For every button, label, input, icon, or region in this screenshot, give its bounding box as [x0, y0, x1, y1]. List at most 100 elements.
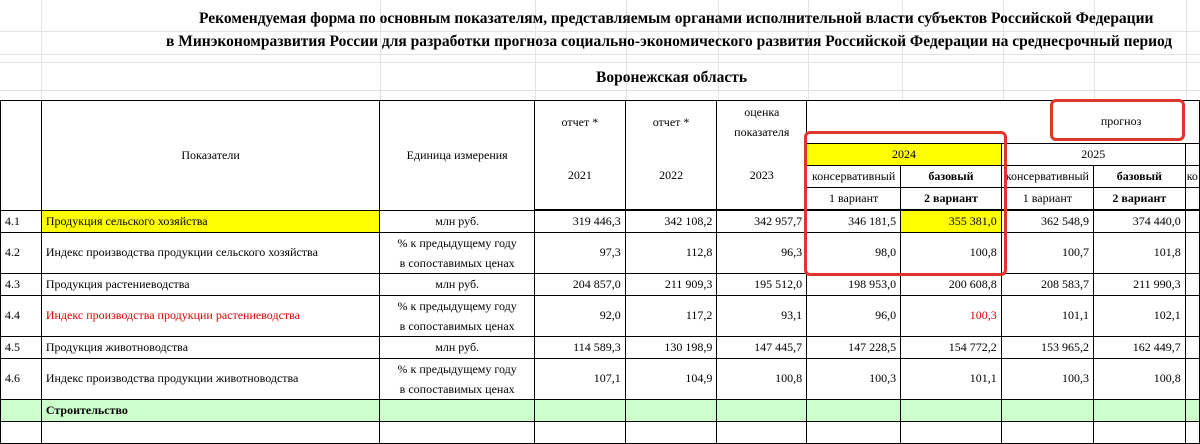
cell-2025-base[interactable]: 162 449,7: [1092, 335, 1186, 359]
row-indicator-name[interactable]: Индекс производства продукции растениево…: [40, 294, 381, 337]
header-base-2025[interactable]: базовый: [1092, 164, 1186, 188]
blank-cell[interactable]: [1184, 420, 1200, 444]
cell-2025-base[interactable]: 101,8: [1092, 231, 1186, 274]
header-report-2022[interactable]: отчет *: [624, 100, 718, 143]
cell-2025-conservative[interactable]: 362 548,9: [1000, 209, 1094, 233]
blank-cell[interactable]: [1092, 420, 1186, 444]
cell-2021[interactable]: 107,1: [534, 357, 626, 400]
header-variant2-2025[interactable]: 2 вариант: [1092, 186, 1186, 210]
section-num-cell[interactable]: [0, 398, 42, 422]
section-cell[interactable]: [806, 398, 902, 422]
blank-cell[interactable]: [806, 420, 902, 444]
cell-2022[interactable]: 104,9: [624, 357, 718, 400]
cell-2024-base[interactable]: 100,8: [900, 231, 1002, 274]
cell-2023[interactable]: 100,8: [716, 357, 808, 400]
row-unit[interactable]: млн руб.: [379, 272, 536, 296]
header-report-2021[interactable]: отчет *: [534, 100, 626, 143]
header-variant2-2024[interactable]: 2 вариант: [900, 186, 1002, 210]
section-title[interactable]: Строительство: [40, 398, 381, 422]
cell-2025-base[interactable]: 374 440,0: [1092, 209, 1186, 233]
section-cell[interactable]: [624, 398, 718, 422]
header-conservative-2025[interactable]: консервативный: [1000, 164, 1094, 188]
cell-2025-conservative[interactable]: 208 583,7: [1000, 272, 1094, 296]
cell-2022[interactable]: 342 108,2: [624, 209, 718, 233]
section-cell[interactable]: [716, 398, 808, 422]
section-cell[interactable]: [1092, 398, 1186, 422]
section-cell[interactable]: [1184, 398, 1200, 422]
cell-2023[interactable]: 195 512,0: [716, 272, 808, 296]
cell-2024-base[interactable]: 101,1: [900, 357, 1002, 400]
row-unit[interactable]: % к предыдущему году в сопоставимых ценах: [379, 294, 536, 337]
header-year-2021[interactable]: 2021: [534, 143, 626, 210]
cell-2021[interactable]: 204 857,0: [534, 272, 626, 296]
header-variant1-2024[interactable]: 1 вариант: [806, 186, 902, 210]
cell-2022[interactable]: 117,2: [624, 294, 718, 337]
row-indicator-name[interactable]: Продукция животноводства: [40, 335, 381, 359]
row-unit[interactable]: % к предыдущему году в сопоставимых ценах: [379, 231, 536, 274]
cell-2024-conservative[interactable]: 100,3: [806, 357, 902, 400]
cell-2023[interactable]: 147 445,7: [716, 335, 808, 359]
cell-2023[interactable]: 93,1: [716, 294, 808, 337]
blank-cell[interactable]: [900, 420, 1002, 444]
blank-cell[interactable]: [624, 420, 718, 444]
cell-2025-conservative[interactable]: 153 965,2: [1000, 335, 1094, 359]
cell-2024-base[interactable]: 200 608,8: [900, 272, 1002, 296]
cell-2024-conservative[interactable]: 98,0: [806, 231, 902, 274]
header-variant1-2025[interactable]: 1 вариант: [1000, 186, 1094, 210]
header-unit[interactable]: Единица измерения: [379, 100, 536, 211]
row-unit[interactable]: % к предыдущему году в сопоставимых ценах: [379, 357, 536, 400]
blank-cell[interactable]: [534, 420, 626, 444]
cell-2025-conservative[interactable]: 100,3: [1000, 357, 1094, 400]
row-number[interactable]: 4.3: [0, 272, 42, 296]
header-forecast[interactable]: прогноз: [806, 100, 1200, 144]
cell-2024-conservative[interactable]: 346 181,5: [806, 209, 902, 233]
header-indicators[interactable]: Показатели: [40, 100, 381, 211]
blank-cell[interactable]: [0, 420, 42, 444]
cell-2021[interactable]: 114 589,3: [534, 335, 626, 359]
row-number[interactable]: 4.2: [0, 231, 42, 274]
blank-cell[interactable]: [716, 420, 808, 444]
cell-2024-conservative[interactable]: 96,0: [806, 294, 902, 337]
cell-2022[interactable]: 211 909,3: [624, 272, 718, 296]
cell-2023[interactable]: 342 957,7: [716, 209, 808, 233]
cell-2025-conservative[interactable]: 100,7: [1000, 231, 1094, 274]
row-unit[interactable]: млн руб.: [379, 209, 536, 233]
section-cell[interactable]: [1000, 398, 1094, 422]
cell-2025-conservative[interactable]: 101,1: [1000, 294, 1094, 337]
row-number[interactable]: 4.5: [0, 335, 42, 359]
cell-2024-conservative[interactable]: 147 228,5: [806, 335, 902, 359]
cell-2023[interactable]: 96,3: [716, 231, 808, 274]
cell-2021[interactable]: 97,3: [534, 231, 626, 274]
cell-2021[interactable]: 319 446,3: [534, 209, 626, 233]
header-base-2024[interactable]: базовый: [900, 164, 1002, 188]
cell-2024-conservative[interactable]: 198 953,0: [806, 272, 902, 296]
header-year-2025[interactable]: 2025: [1000, 142, 1186, 166]
blank-cell[interactable]: [40, 420, 381, 444]
header-conservative-2024[interactable]: консервативный: [806, 164, 902, 188]
header-year-2022[interactable]: 2022: [624, 143, 718, 210]
blank-cell[interactable]: [1000, 420, 1094, 444]
header-year-2023[interactable]: 2023: [716, 143, 808, 210]
header-estimate[interactable]: оценка показателя: [716, 100, 808, 143]
cell-2021[interactable]: 92,0: [534, 294, 626, 337]
cell-2024-base-selected[interactable]: 100,3: [900, 294, 1002, 337]
row-number[interactable]: 4.4: [0, 294, 42, 337]
header-year-2024[interactable]: 2024: [806, 142, 1002, 166]
cell-2024-base[interactable]: 154 772,2: [900, 335, 1002, 359]
cell-2024-base[interactable]: 355 381,0: [900, 209, 1002, 233]
section-cell[interactable]: [379, 398, 536, 422]
row-indicator-name[interactable]: Продукция сельского хозяйства: [40, 209, 381, 233]
section-cell[interactable]: [900, 398, 1002, 422]
cell-2025-base[interactable]: 100,8: [1092, 357, 1186, 400]
row-indicator-name[interactable]: Индекс производства продукции сельского …: [40, 231, 381, 274]
row-unit[interactable]: млн руб.: [379, 335, 536, 359]
section-cell[interactable]: [534, 398, 626, 422]
cell-2022[interactable]: 130 198,9: [624, 335, 718, 359]
cell-2025-base[interactable]: 102,1: [1092, 294, 1186, 337]
row-number[interactable]: 4.6: [0, 357, 42, 400]
row-indicator-name[interactable]: Продукция растениеводства: [40, 272, 381, 296]
blank-cell[interactable]: [379, 420, 536, 444]
row-number[interactable]: 4.1: [0, 209, 42, 233]
row-indicator-name[interactable]: Индекс производства продукции животновод…: [40, 357, 381, 400]
cell-2025-base[interactable]: 211 990,3: [1092, 272, 1186, 296]
